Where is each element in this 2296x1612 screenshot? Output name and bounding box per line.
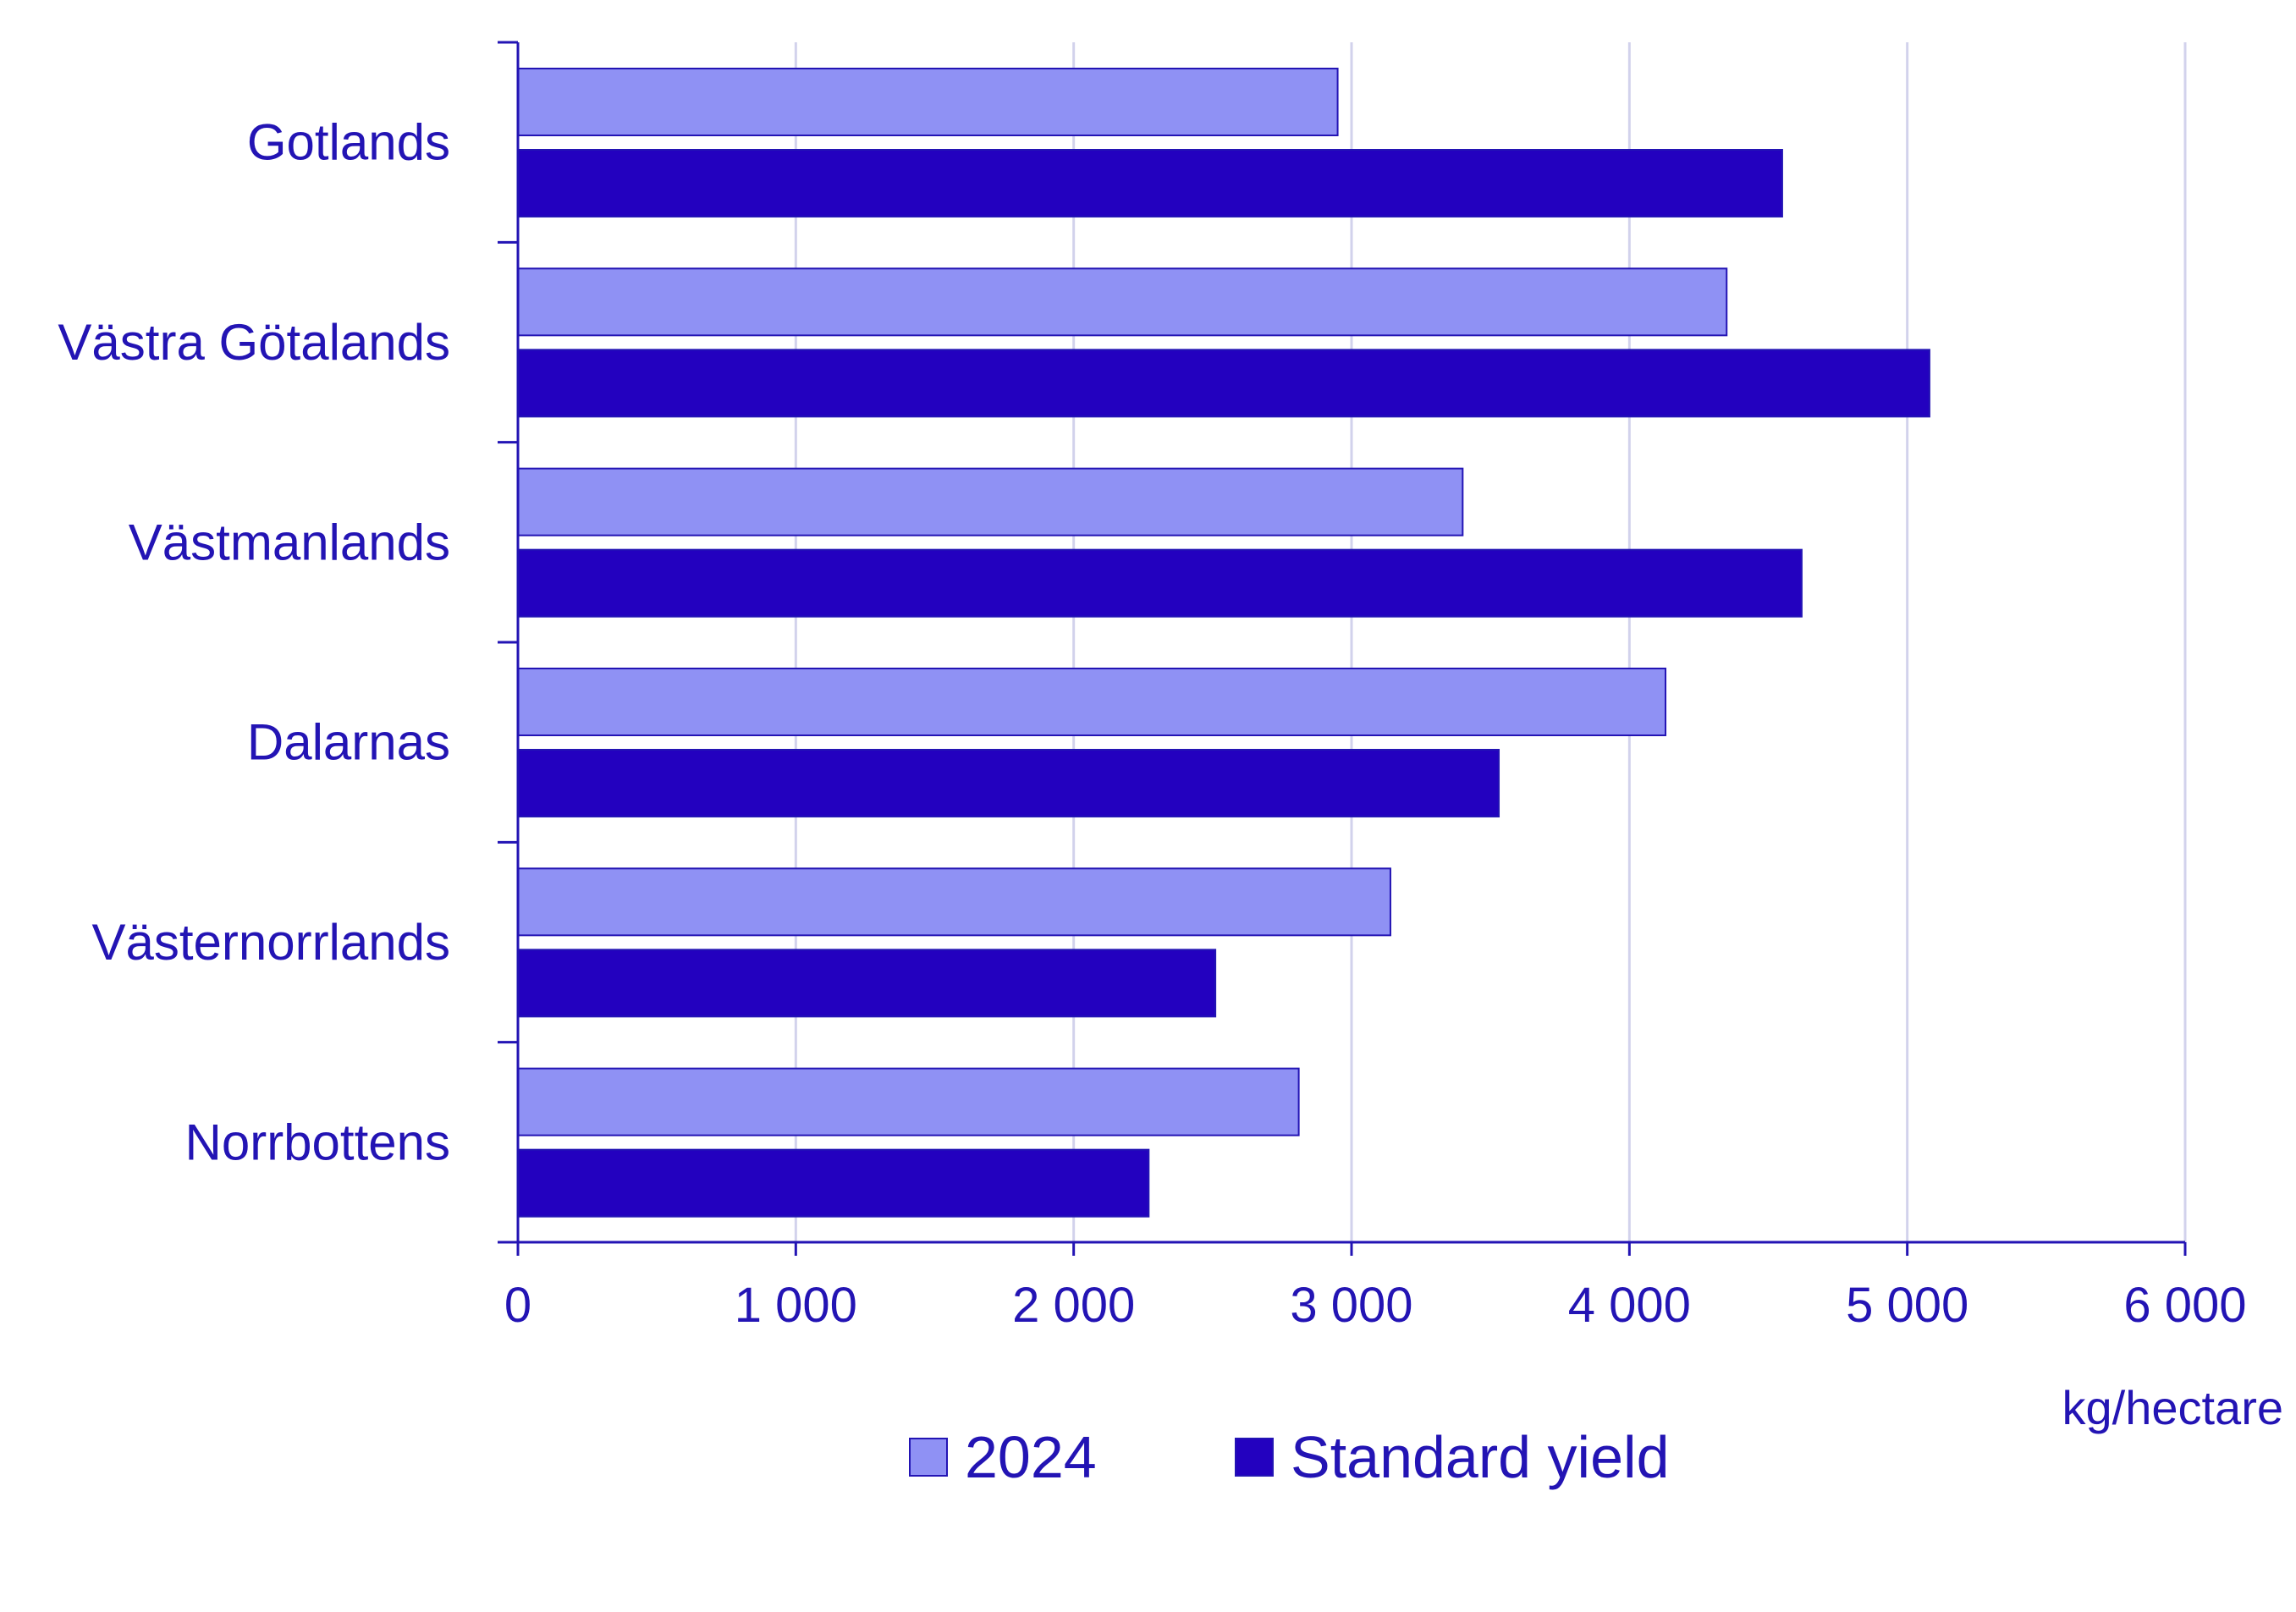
- unit-label: kg/hectare: [2062, 1381, 2284, 1434]
- category-label-norrbottens: Norrbottens: [185, 1114, 450, 1170]
- bar-vastra-gotalands-standard-yield: [517, 349, 1930, 418]
- bar-vastra-gotalands-2024: [517, 267, 1728, 337]
- labels: Gotlands Västra Götalands Västmanlands Dala…: [58, 114, 2283, 1434]
- legend-swatch-2024: [909, 1438, 948, 1477]
- bars: [517, 68, 1930, 1218]
- legend-label-standard-yield: Standard yield: [1291, 1424, 1670, 1490]
- gridlines: [794, 42, 2187, 1242]
- category-label-vasternorrlands: Västernorrlands: [91, 914, 450, 971]
- legend-label-2024: 2024: [965, 1424, 1097, 1490]
- legend-swatch-standard-yield: [1235, 1438, 1274, 1477]
- category-label-gotlands: Gotlands: [247, 114, 450, 171]
- bar-gotlands-2024: [517, 68, 1339, 136]
- x-tick-label-1-000: 1 000: [735, 1278, 857, 1333]
- x-tick-label-5-000: 5 000: [1846, 1278, 1968, 1333]
- x-tick-label-6-000: 6 000: [2123, 1278, 2246, 1333]
- x-tick-label-0: 0: [504, 1278, 531, 1333]
- bar-vasternorrlands-2024: [517, 867, 1391, 937]
- legend: 2024 Standard yield: [909, 1424, 1670, 1490]
- category-label-dalarnas: Dalarnas: [247, 714, 450, 771]
- bar-vastmanlands-2024: [517, 467, 1464, 536]
- category-label-vastmanlands: Västmanlands: [129, 514, 450, 570]
- bar-vastmanlands-standard-yield: [517, 548, 1803, 618]
- bar-norrbottens-standard-yield: [517, 1148, 1150, 1218]
- bar-dalarnas-standard-yield: [517, 749, 1500, 817]
- axes: [498, 41, 2187, 1256]
- x-tick-label-4-000: 4 000: [1568, 1278, 1691, 1333]
- bar-norrbottens-2024: [517, 1067, 1300, 1136]
- category-label-vastra-gotalands: Västra Götalands: [58, 314, 450, 371]
- bar-gotlands-standard-yield: [517, 149, 1783, 217]
- x-tick-label-3-000: 3 000: [1290, 1278, 1412, 1333]
- bar-vasternorrlands-standard-yield: [517, 949, 1217, 1018]
- x-tick-label-2-000: 2 000: [1012, 1278, 1135, 1333]
- bar-dalarnas-2024: [517, 668, 1667, 736]
